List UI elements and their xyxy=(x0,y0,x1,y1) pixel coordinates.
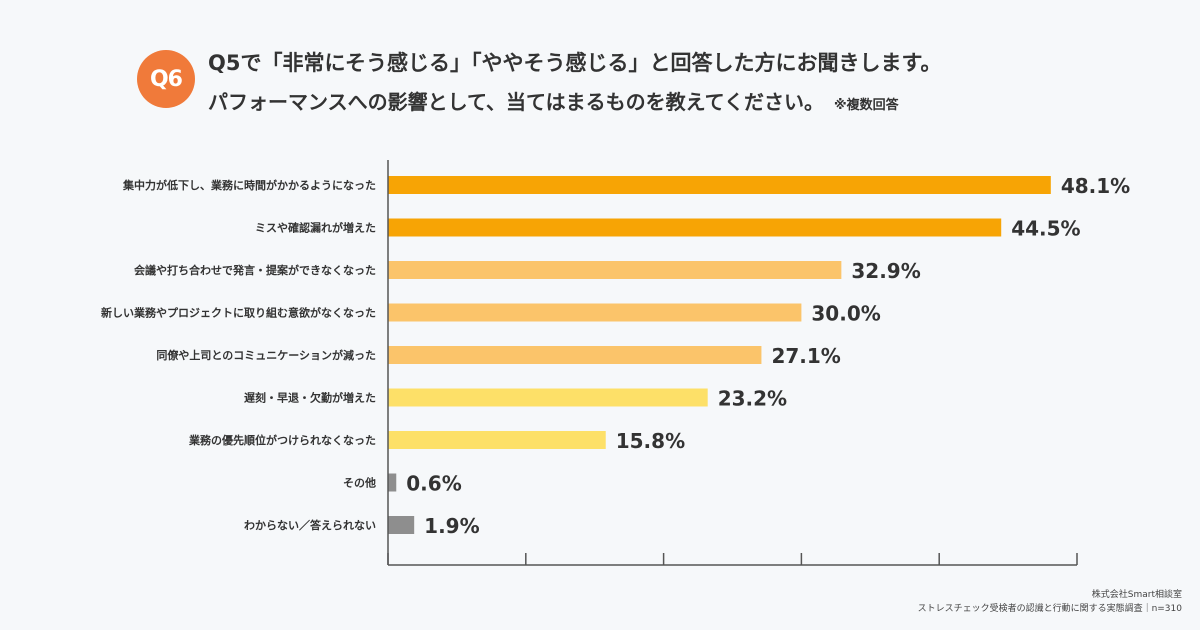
value-label-7: 0.6% xyxy=(406,472,461,496)
question-title-line1: Q5で「非常にそう感じる」「ややそう感じる」と回答した方にお聞きします。 xyxy=(208,51,942,75)
category-label-7: その他 xyxy=(343,476,376,490)
question-title-line2-text: パフォーマンスへの影響として、当てはまるものを教えてください。 xyxy=(208,90,824,114)
value-label-6: 15.8% xyxy=(616,429,685,453)
value-label-3: 30.0% xyxy=(811,302,880,326)
bar-8 xyxy=(388,516,415,534)
category-label-5: 遅刻・早退・欠勤が増えた xyxy=(244,391,376,405)
category-label-4: 同僚や上司とのコミュニケーションが減った xyxy=(156,348,376,362)
value-label-2: 32.9% xyxy=(851,259,920,283)
bar-4 xyxy=(388,346,762,364)
value-label-0: 48.1% xyxy=(1061,174,1130,198)
bar-0 xyxy=(388,176,1051,194)
question-title-line2: パフォーマンスへの影響として、当てはまるものを教えてください。 ※複数回答 xyxy=(208,86,899,115)
category-label-1: ミスや確認漏れが増えた xyxy=(255,221,376,235)
bar-1 xyxy=(388,218,1002,237)
bar-2 xyxy=(388,261,842,279)
multiple-answer-note: ※複数回答 xyxy=(834,98,899,113)
value-label-1: 44.5% xyxy=(1011,217,1080,241)
value-label-5: 23.2% xyxy=(718,387,787,411)
category-label-3: 新しい業務やプロジェクトに取り組む意欲がなくなった xyxy=(101,306,376,320)
bar-3 xyxy=(388,303,802,322)
question-badge: Q6 xyxy=(137,50,195,108)
bar-5 xyxy=(388,388,708,407)
footer-survey: ストレスチェック受検者の認識と行動に関する実態調査｜n=310 xyxy=(917,604,1182,614)
category-label-0: 集中力が低下し、業務に時間がかかるようになった xyxy=(122,178,376,192)
value-label-4: 27.1% xyxy=(771,344,840,368)
bar-7 xyxy=(388,473,397,492)
value-label-8: 1.9% xyxy=(424,514,479,538)
footer-source: 株式会社Smart相談室 ストレスチェック受検者の認識と行動に関する実態調査｜n… xyxy=(918,588,1182,616)
footer-company: 株式会社Smart相談室 xyxy=(1091,590,1182,600)
category-label-6: 業務の優先順位がつけられなくなった xyxy=(188,433,376,447)
category-label-8: わからない／答えられない xyxy=(244,518,376,532)
bar-6 xyxy=(388,431,606,449)
category-label-2: 会議や打ち合わせで発言・提案ができなくなった xyxy=(134,263,376,277)
